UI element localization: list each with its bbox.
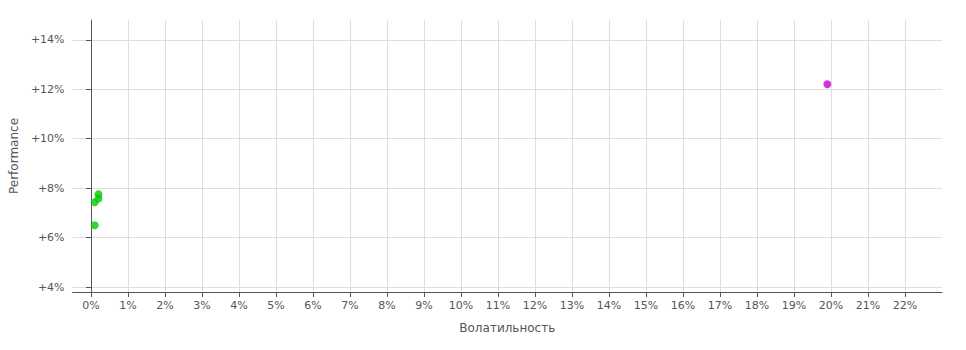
svg-text:+14%: +14% xyxy=(31,33,65,46)
svg-text:16%: 16% xyxy=(671,299,695,312)
svg-text:20%: 20% xyxy=(819,299,843,312)
svg-text:+8%: +8% xyxy=(38,182,65,195)
svg-text:14%: 14% xyxy=(597,299,621,312)
svg-text:18%: 18% xyxy=(745,299,769,312)
svg-text:+12%: +12% xyxy=(31,83,65,96)
svg-text:4%: 4% xyxy=(230,299,247,312)
svg-text:12%: 12% xyxy=(523,299,547,312)
svg-text:+4%: +4% xyxy=(38,281,65,294)
svg-text:Волатильность: Волатильность xyxy=(459,321,555,335)
svg-text:7%: 7% xyxy=(341,299,358,312)
svg-text:1%: 1% xyxy=(119,299,136,312)
svg-text:5%: 5% xyxy=(267,299,284,312)
svg-text:10%: 10% xyxy=(449,299,473,312)
svg-text:19%: 19% xyxy=(782,299,806,312)
svg-text:22%: 22% xyxy=(893,299,917,312)
svg-text:+10%: +10% xyxy=(31,132,65,145)
svg-text:21%: 21% xyxy=(856,299,880,312)
svg-text:6%: 6% xyxy=(304,299,321,312)
svg-text:8%: 8% xyxy=(378,299,395,312)
svg-text:17%: 17% xyxy=(708,299,732,312)
svg-text:13%: 13% xyxy=(560,299,584,312)
svg-text:15%: 15% xyxy=(634,299,658,312)
svg-text:3%: 3% xyxy=(193,299,210,312)
svg-text:Performance: Performance xyxy=(7,118,21,194)
svg-text:0%: 0% xyxy=(82,299,99,312)
svg-text:9%: 9% xyxy=(415,299,432,312)
svg-text:11%: 11% xyxy=(486,299,510,312)
svg-text:+6%: +6% xyxy=(38,231,65,244)
svg-text:2%: 2% xyxy=(156,299,173,312)
